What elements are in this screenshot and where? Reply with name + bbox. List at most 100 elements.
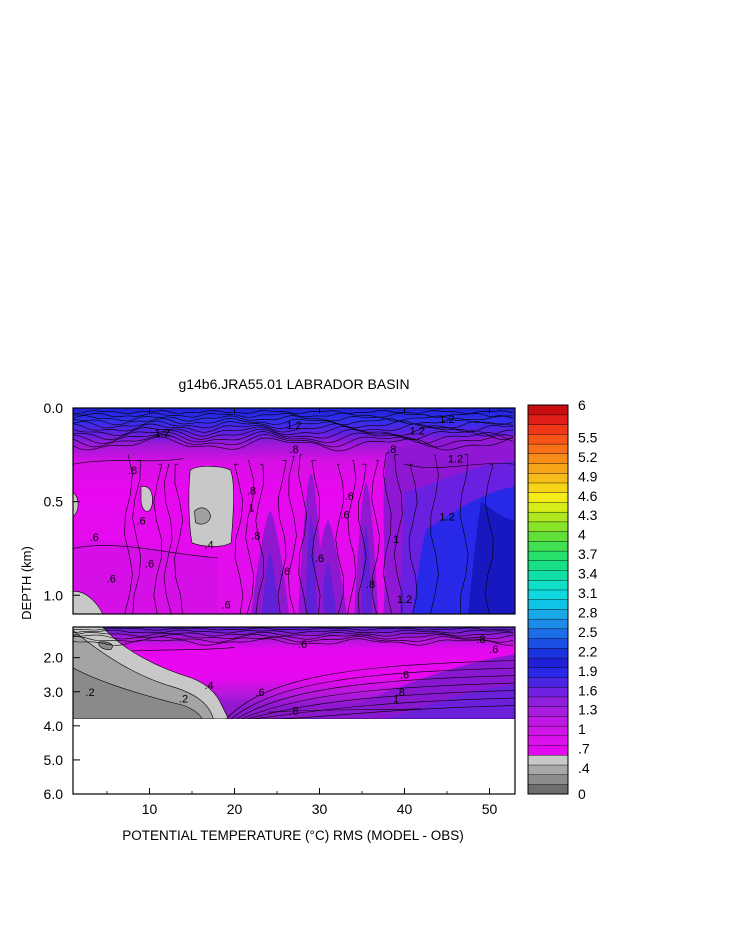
colorbar-swatch bbox=[527, 414, 569, 425]
colorbar-label: 2.2 bbox=[578, 643, 598, 659]
colorbar-swatch bbox=[527, 424, 569, 435]
y-tick-label: 0.5 bbox=[44, 494, 64, 510]
colorbar-swatch bbox=[527, 774, 569, 785]
colorbar-label: 4.6 bbox=[578, 488, 598, 504]
lower-contour-panel: .6.6.8.6.4.2.2.6.8.81 bbox=[72, 626, 516, 795]
y-tick-label: 4.0 bbox=[44, 718, 64, 734]
colorbar-label: 4.9 bbox=[578, 468, 598, 484]
colorbar-swatch bbox=[527, 482, 569, 493]
colorbar-swatch bbox=[527, 502, 569, 513]
colorbar-label: 1.9 bbox=[578, 663, 598, 679]
colorbar-swatch bbox=[527, 404, 569, 416]
contour-label: .6 bbox=[298, 639, 307, 651]
colorbar-swatch bbox=[527, 550, 569, 562]
y-tick-label: 2.0 bbox=[44, 650, 64, 666]
contour-label: .6 bbox=[400, 670, 409, 682]
colorbar-swatch bbox=[527, 686, 569, 698]
contour-label: .6 bbox=[145, 558, 154, 570]
contour-label: .6 bbox=[345, 491, 354, 503]
x-tick-label: 20 bbox=[227, 801, 243, 817]
x-tick-label: 50 bbox=[482, 801, 498, 817]
lower-panel-frame bbox=[72, 626, 516, 795]
colorbar-label: 2.8 bbox=[578, 604, 598, 620]
colorbar-swatch bbox=[527, 784, 569, 795]
colorbar-swatch bbox=[527, 609, 569, 620]
colorbar-swatch bbox=[527, 667, 569, 678]
y-tick-label: 0.0 bbox=[44, 400, 64, 416]
contour-label: .4 bbox=[204, 680, 213, 692]
contour-label: 1 bbox=[248, 502, 254, 514]
contour-label: .8 bbox=[251, 530, 260, 542]
colorbar-swatch bbox=[527, 589, 569, 600]
upper-contour-panel: 1.2 .8 1.2 .8 .8 1.2 1.2 1.2 .4 .6 .6 .6 .6 .8 1 .8 .6 .6… bbox=[72, 407, 516, 615]
colorbar-swatch bbox=[527, 657, 569, 668]
colorbar-swatch bbox=[527, 618, 569, 630]
colorbar-label: 2.5 bbox=[578, 624, 598, 640]
colorbar-swatch bbox=[527, 463, 569, 474]
colorbar-label: 3.1 bbox=[578, 585, 598, 601]
colorbar-label: 4.3 bbox=[578, 507, 598, 523]
contour-label: 1.2 bbox=[439, 414, 454, 426]
y-tick-label: 3.0 bbox=[44, 684, 64, 700]
contour-label: 1.2 bbox=[155, 427, 170, 439]
colorbar-label: 1.3 bbox=[578, 702, 598, 718]
contour-label: .6 bbox=[107, 573, 116, 585]
contour-label: 1.2 bbox=[448, 454, 463, 466]
colorbar-swatch bbox=[527, 570, 569, 581]
contour-label: .6 bbox=[489, 644, 498, 656]
contour-label: 1 bbox=[393, 534, 399, 546]
colorbar-swatch bbox=[527, 638, 569, 649]
contour-label: .8 bbox=[476, 634, 485, 646]
colorbar-swatch bbox=[527, 443, 569, 455]
colorbar-swatch bbox=[527, 677, 569, 688]
colorbar-swatch bbox=[527, 579, 569, 591]
contour-label: 1.2 bbox=[410, 425, 425, 437]
colorbar-swatch bbox=[527, 599, 569, 610]
colorbar-swatch bbox=[527, 540, 569, 552]
contour-label: .6 bbox=[255, 687, 264, 699]
y-tick-label: 5.0 bbox=[44, 752, 64, 768]
contour-label: 1.2 bbox=[397, 594, 412, 606]
x-tick-label: 40 bbox=[397, 801, 413, 817]
x-tick-label: 10 bbox=[142, 801, 158, 817]
contour-label: .2 bbox=[179, 694, 188, 706]
x-axis-title: POTENTIAL TEMPERATURE (°C) RMS (MODEL - … bbox=[122, 828, 463, 843]
colorbar-swatch bbox=[527, 492, 569, 503]
colorbar-label: 3.4 bbox=[578, 566, 598, 582]
contour-label: .6 bbox=[340, 510, 349, 522]
colorbar-swatch bbox=[527, 521, 569, 532]
colorbar-label: 0 bbox=[578, 786, 586, 802]
contour-label: 1.2 bbox=[439, 512, 454, 524]
contour-label: .2 bbox=[85, 687, 94, 699]
colorbar-swatch bbox=[527, 754, 569, 766]
colorbar-swatch bbox=[527, 706, 569, 717]
contour-label: .6 bbox=[90, 532, 99, 544]
contour-label: 1 bbox=[393, 694, 399, 706]
contour-label: .6 bbox=[221, 600, 230, 612]
colorbar-swatch bbox=[527, 433, 569, 445]
colorbar-label: 1.6 bbox=[578, 682, 598, 698]
colorbar-swatch bbox=[527, 696, 569, 707]
colorbar-swatch bbox=[527, 764, 569, 775]
chart-title: g14b6.JRA55.01 LABRADOR BASIN bbox=[178, 376, 409, 392]
colorbar-swatch bbox=[527, 531, 569, 542]
colorbar-swatch bbox=[527, 716, 569, 727]
contour-label: .8 bbox=[387, 444, 396, 456]
colorbar-swatch bbox=[527, 560, 569, 571]
colorbar-label: 1 bbox=[578, 721, 586, 737]
contour-label: .8 bbox=[289, 444, 298, 456]
contour-label: .8 bbox=[366, 579, 375, 591]
colorbar-frame bbox=[527, 404, 569, 795]
colorbar-swatch bbox=[527, 725, 569, 737]
colorbar-swatch bbox=[527, 472, 569, 484]
contour-label: .6 bbox=[136, 515, 145, 527]
contour-label: .8 bbox=[128, 465, 137, 477]
colorbar: 6 5.5 5.2 4.9 4.6 4.3 4 3.7 3.4 3.1 2.8 2.5 2.2 1.9 1.… bbox=[527, 397, 598, 802]
y-axis-title: DEPTH (km) bbox=[19, 546, 34, 620]
colorbar-label: .4 bbox=[578, 760, 590, 776]
colorbar-swatch bbox=[527, 453, 569, 464]
x-tick-label: 30 bbox=[312, 801, 328, 817]
colorbar-swatch bbox=[527, 647, 569, 659]
colorbar-label: 5.2 bbox=[578, 449, 598, 465]
